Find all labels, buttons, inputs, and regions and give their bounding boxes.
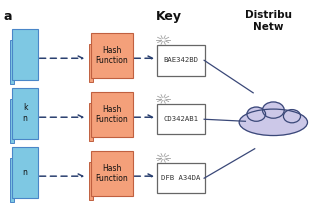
Text: Distribu
Netw: Distribu Netw <box>245 10 292 32</box>
Text: k
n: k n <box>23 103 28 123</box>
FancyBboxPatch shape <box>157 45 205 76</box>
Text: Key: Key <box>156 10 182 24</box>
FancyBboxPatch shape <box>10 100 13 143</box>
Ellipse shape <box>247 107 266 121</box>
Text: CD342AB1: CD342AB1 <box>164 116 198 122</box>
FancyBboxPatch shape <box>12 147 38 198</box>
Ellipse shape <box>262 102 284 118</box>
Text: Hash
Function: Hash Function <box>96 164 128 183</box>
FancyBboxPatch shape <box>10 40 13 84</box>
Text: Hash
Function: Hash Function <box>96 105 128 124</box>
Text: n: n <box>23 168 28 177</box>
FancyBboxPatch shape <box>12 29 38 80</box>
FancyBboxPatch shape <box>157 104 205 135</box>
FancyBboxPatch shape <box>89 162 93 199</box>
FancyBboxPatch shape <box>91 33 133 78</box>
FancyBboxPatch shape <box>10 158 13 202</box>
Text: a: a <box>3 10 12 24</box>
Text: BAE342BD: BAE342BD <box>164 57 198 63</box>
FancyBboxPatch shape <box>12 88 38 139</box>
FancyBboxPatch shape <box>91 92 133 137</box>
FancyBboxPatch shape <box>89 103 93 141</box>
Ellipse shape <box>284 110 300 123</box>
Ellipse shape <box>239 109 308 135</box>
FancyBboxPatch shape <box>157 163 205 193</box>
FancyBboxPatch shape <box>91 151 133 196</box>
FancyBboxPatch shape <box>89 44 93 82</box>
Text: DFB A34DA: DFB A34DA <box>161 175 201 181</box>
Text: Hash
Function: Hash Function <box>96 46 128 65</box>
